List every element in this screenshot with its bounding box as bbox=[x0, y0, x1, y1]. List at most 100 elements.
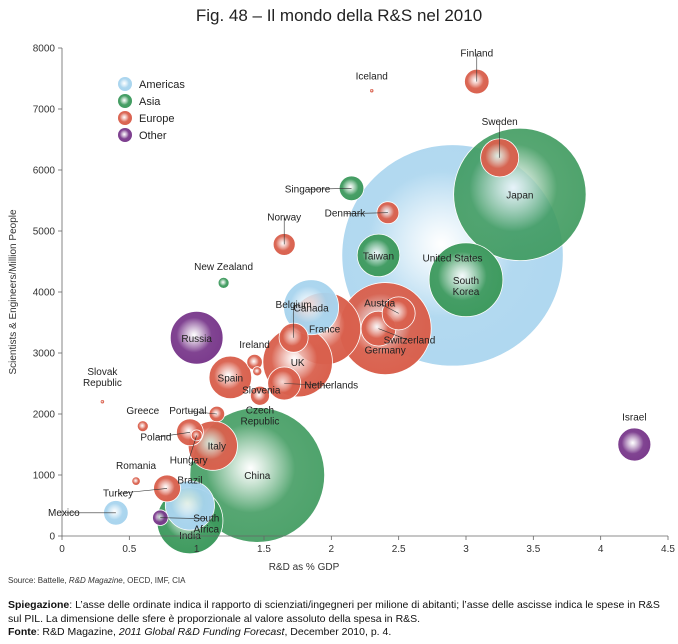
bubble-romania bbox=[131, 476, 141, 486]
bubble-label-finland: Finland bbox=[460, 49, 493, 60]
source-magazine: R&D Magazine bbox=[68, 576, 123, 585]
bubble-label-taiwan: Taiwan bbox=[363, 251, 394, 262]
bubble-label-mexico: Mexico bbox=[48, 508, 80, 519]
bubble-russia bbox=[169, 310, 224, 365]
x-axis-label: R&D as % GDP bbox=[269, 562, 340, 573]
y-tick-label: 2000 bbox=[33, 410, 56, 421]
bubble-chart: United States Japan China Germany South Korea… bbox=[8, 44, 675, 574]
bubble-label-turkey: Turkey bbox=[103, 488, 133, 499]
y-axis-label: Scientists & Engineers/Million People bbox=[8, 209, 19, 375]
x-tick-label: 2.5 bbox=[392, 544, 406, 555]
bubble-israel bbox=[617, 427, 652, 462]
bubble-label-singapore: Singapore bbox=[285, 184, 331, 195]
bubble-label-ireland: Ireland bbox=[239, 340, 270, 351]
footer-source-prefix: : R&D Magazine, bbox=[36, 626, 119, 638]
bubble-label-italy: Italy bbox=[208, 442, 226, 453]
bubble-label-germany: Germany bbox=[365, 346, 406, 357]
legend-marker-americas bbox=[118, 77, 132, 91]
bubble-label-hungary: Hungary bbox=[170, 455, 208, 466]
bubble-label-slovenia: Slovenia bbox=[242, 385, 281, 396]
y-tick-label: 5000 bbox=[33, 227, 56, 238]
footer-source-suffix: , December 2010, p. 4. bbox=[284, 626, 392, 638]
y-tick-label: 6000 bbox=[33, 166, 56, 177]
x-tick-label: 2 bbox=[329, 544, 335, 555]
bubble-label-sweden: Sweden bbox=[482, 117, 518, 128]
bubble-label-romania: Romania bbox=[116, 461, 156, 472]
bubble-label-switzerland: Switzerland bbox=[384, 336, 436, 347]
bubble-slovenia bbox=[252, 366, 263, 377]
legend-label-other: Other bbox=[139, 130, 167, 142]
bubble-label-south-africa: South Africa bbox=[193, 514, 219, 536]
bubble-label-russia: Russia bbox=[181, 334, 212, 345]
legend-marker-asia bbox=[118, 94, 132, 108]
y-ticks: 0 1000 2000 3000 4000 5000 6000 7000 8000 bbox=[33, 44, 62, 543]
bubble-new-zealand bbox=[217, 276, 230, 289]
source-suffix: , OECD, IMF, CIA bbox=[122, 576, 186, 585]
bubble-label-japan: Japan bbox=[506, 190, 533, 201]
bubble-label-brazil: Brazil bbox=[177, 476, 202, 487]
bubble-spain bbox=[208, 355, 253, 400]
source-line: Source: Battelle, R&D Magazine, OECD, IM… bbox=[8, 576, 185, 585]
bubble-label-netherlands: Netherlands bbox=[304, 381, 358, 392]
legend-marker-europe bbox=[118, 111, 132, 125]
y-tick-label: 7000 bbox=[33, 105, 56, 116]
leader-line-portugal bbox=[187, 410, 217, 415]
leader-line-denmark bbox=[344, 212, 388, 214]
bubble-label-poland: Poland bbox=[140, 432, 171, 443]
legend-label-americas: Americas bbox=[139, 79, 185, 91]
bubble-taiwan bbox=[356, 233, 401, 278]
x-tick-label: 0.5 bbox=[122, 544, 136, 555]
leader-line-poland bbox=[155, 432, 190, 438]
bubble-label-iceland: Iceland bbox=[356, 72, 388, 83]
leader-line-hungary bbox=[188, 435, 197, 461]
bubble-label-norway: Norway bbox=[267, 212, 301, 223]
bubble-label-belgium: Belgium bbox=[276, 300, 312, 311]
x-tick-label: 3.5 bbox=[526, 544, 540, 555]
leader-line-layer bbox=[63, 53, 500, 519]
bubble-label-united-states: United States bbox=[423, 253, 483, 264]
bubble-label-france: France bbox=[309, 325, 341, 336]
leader-line-switzerland bbox=[378, 328, 410, 341]
x-tick-label: 3 bbox=[463, 544, 469, 555]
bubble-label-layer: United States Japan China Germany South Korea… bbox=[48, 49, 647, 542]
bubble-label-greece: Greece bbox=[126, 406, 159, 417]
leader-line-south-africa bbox=[160, 517, 207, 519]
explanation-label: Spiegazione bbox=[8, 599, 70, 611]
bubble-label-uk: UK bbox=[291, 358, 305, 369]
x-tick-label: 1.5 bbox=[257, 544, 271, 555]
bubble-label-czech-republic: Czech Republic bbox=[240, 406, 279, 428]
bubble-canada bbox=[283, 279, 340, 336]
y-tick-label: 4000 bbox=[33, 288, 56, 299]
bubble-label-canada: Canada bbox=[294, 303, 329, 314]
footer-source-italic: 2011 Global R&D Funding Forecast bbox=[118, 626, 285, 638]
bubble-label-new-zealand: New Zealand bbox=[194, 262, 253, 273]
bubble-south-korea bbox=[428, 242, 504, 318]
bubble-slovak-republic bbox=[100, 400, 105, 404]
legend-marker-other bbox=[118, 128, 132, 142]
footer-source: Fonte: R&D Magazine, 2011 Global R&D Fun… bbox=[8, 626, 391, 638]
explanation-note: Spiegazione: L’asse delle ordinate indic… bbox=[8, 598, 672, 626]
legend: Americas Asia Europe Other bbox=[118, 77, 185, 142]
bubble-label-israel: Israel bbox=[622, 413, 646, 424]
legend-label-europe: Europe bbox=[139, 113, 174, 125]
leader-line-netherlands bbox=[284, 383, 332, 386]
y-tick-label: 3000 bbox=[33, 349, 56, 360]
bubble-layer bbox=[100, 68, 652, 555]
bubble-label-portugal: Portugal bbox=[169, 406, 206, 417]
explanation-text: : L’asse delle ordinate indica il rappor… bbox=[8, 599, 660, 625]
y-tick-label: 1000 bbox=[33, 471, 56, 482]
bubble-label-south-korea: South Korea bbox=[453, 276, 480, 298]
x-ticks: 0 0.5 1 1.5 2 2.5 3 3.5 4 4.5 bbox=[59, 536, 675, 555]
source-prefix: Source: Battelle, bbox=[8, 576, 69, 585]
x-tick-label: 1 bbox=[194, 544, 200, 555]
bubble-czech-republic bbox=[250, 385, 270, 406]
x-tick-label: 4.5 bbox=[661, 544, 675, 555]
leader-line-turkey bbox=[118, 488, 168, 494]
bubble-greece bbox=[136, 420, 149, 433]
bubble-label-china: China bbox=[244, 471, 271, 482]
y-tick-label: 0 bbox=[49, 532, 55, 543]
bubble-label-austria: Austria bbox=[364, 298, 396, 309]
bubble-label-spain: Spain bbox=[218, 373, 244, 384]
x-tick-label: 0 bbox=[59, 544, 65, 555]
bubble-label-denmark: Denmark bbox=[325, 209, 367, 220]
